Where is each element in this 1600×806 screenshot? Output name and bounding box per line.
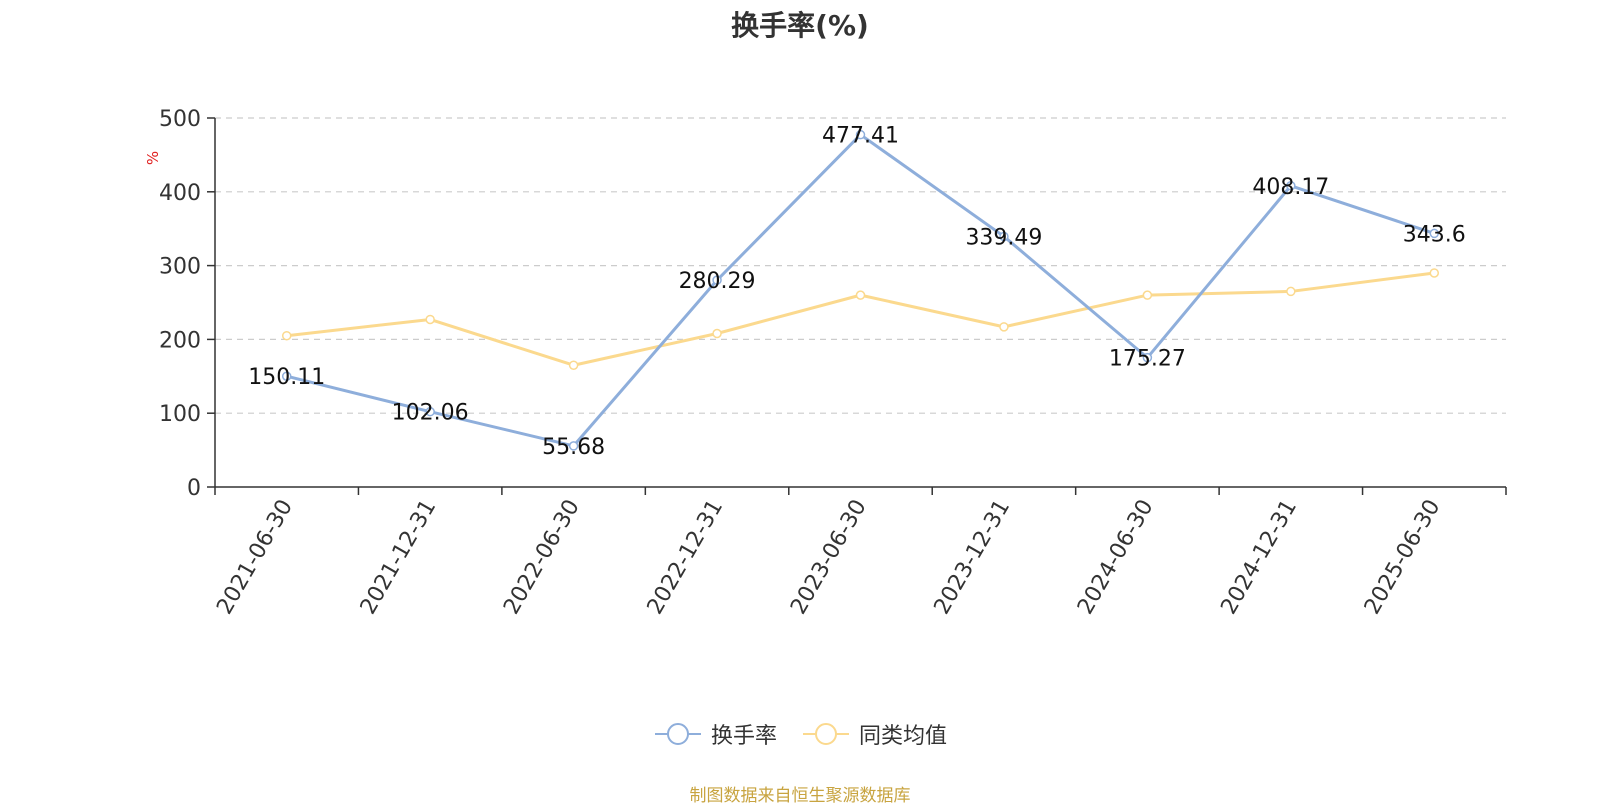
legend-label-peer-average: 同类均值: [859, 724, 948, 749]
x-tick-label-2023-06-30: 2023-06-30: [786, 496, 872, 619]
x-tick-label-2023-12-31: 2023-12-31: [930, 496, 1016, 619]
data-label-3: 280.29: [679, 269, 756, 294]
x-tick-label-2022-06-30: 2022-06-30: [499, 496, 585, 619]
series-0-point-1: [425, 406, 435, 417]
legend-marker-peer-average: [803, 723, 849, 745]
data-label-7: 408.17: [1252, 175, 1329, 200]
data-label-8: 343.6: [1403, 222, 1466, 247]
data-label-5: 339.49: [965, 225, 1042, 250]
series-0-point-0: [281, 371, 292, 381]
series-layer: [281, 129, 1440, 451]
y-tick-label-300: 300: [159, 255, 201, 280]
legend-label-turnover: 换手率: [710, 724, 777, 749]
x-tick-label-2024-12-31: 2024-12-31: [1216, 496, 1302, 619]
legend: 换手率 同类均值: [0, 718, 1600, 750]
y-axis-unit: %: [144, 151, 162, 165]
x-tick-label-2024-06-30: 2024-06-30: [1073, 496, 1159, 619]
x-tick-label-2021-12-31: 2021-12-31: [356, 495, 442, 618]
series-1-point-3: [712, 328, 722, 339]
data-label-1: 102.06: [392, 401, 469, 426]
legend-marker-turnover: [654, 723, 701, 745]
chart-title: 换手率(%): [731, 9, 869, 42]
series-line-1: [286, 271, 1435, 367]
series-0-point-2: [568, 441, 579, 451]
source-note: 制图数据来自恒生聚源数据库: [689, 786, 911, 806]
series-0-point-8: [1429, 228, 1440, 239]
series-1-point-4: [855, 290, 866, 300]
grid-layer: [215, 117, 1506, 414]
data-label-2: 55.68: [542, 435, 605, 460]
data-label-6: 175.27: [1109, 347, 1186, 372]
series-1-point-8: [1429, 268, 1440, 278]
legend-item-turnover[interactable]: 换手率: [653, 718, 777, 750]
series-0-point-6: [1142, 352, 1153, 363]
series-0-point-4: [855, 129, 866, 140]
data-label-4: 477.41: [822, 124, 899, 149]
series-1-point-1: [425, 314, 435, 325]
series-1-point-5: [999, 322, 1009, 332]
x-tick-label-2022-12-31: 2022-12-31: [643, 496, 729, 619]
series-1-point-2: [568, 360, 579, 370]
series-0-point-5: [999, 231, 1009, 242]
y-tick-label-500: 500: [159, 107, 201, 132]
y-tick-label-400: 400: [159, 181, 201, 206]
data-label-0: 150.11: [248, 365, 325, 390]
x-tick-label-2025-06-30: 2025-06-30: [1360, 496, 1446, 619]
series-0-point-3: [712, 275, 722, 285]
y-tick-label-0: 0: [187, 476, 201, 501]
y-tick-label-200: 200: [159, 328, 201, 353]
series-1-point-7: [1286, 286, 1296, 297]
label-layer: 150.11 102.06 55.68 280.29 477.41 339.49 175.2…: [248, 124, 1466, 460]
legend-item-peer-average[interactable]: 同类均值: [801, 718, 947, 750]
y-tick-label-100: 100: [159, 402, 201, 427]
series-1-point-0: [281, 330, 292, 341]
series-1-point-6: [1142, 290, 1153, 300]
x-tick-label-2021-06-30: 2021-06-30: [212, 496, 298, 619]
series-0-point-7: [1286, 181, 1296, 191]
